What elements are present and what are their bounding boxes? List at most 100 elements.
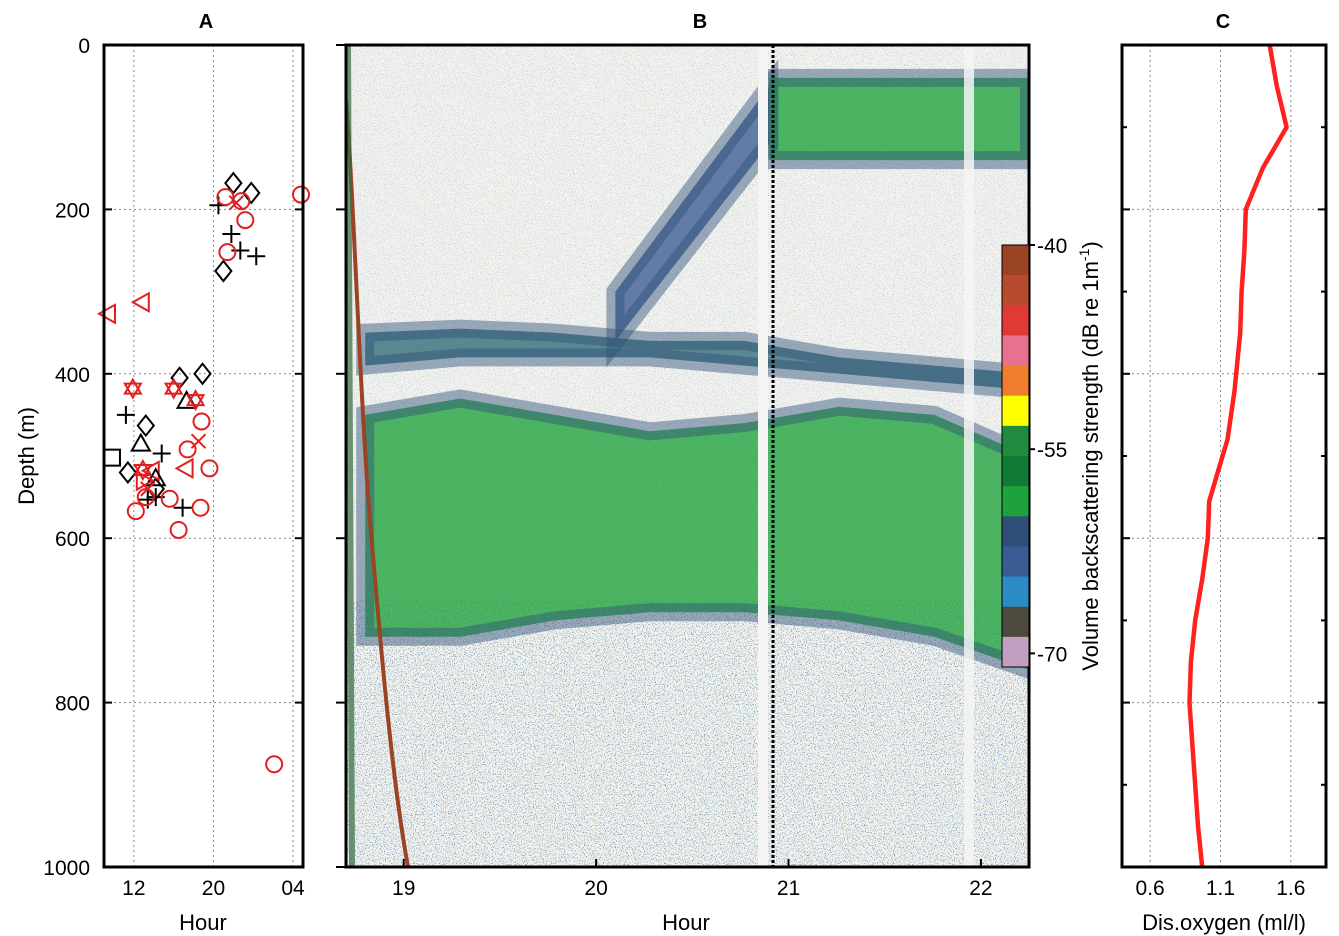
panel-c-x-tick-label: 1.1 xyxy=(1206,877,1235,900)
data-point-diamond xyxy=(193,362,212,386)
panel-a-x-tick-label: 04 xyxy=(281,877,305,900)
data-point-x xyxy=(140,481,156,497)
data-point-circle xyxy=(236,211,255,230)
data-point-plus xyxy=(116,405,135,424)
panel-c-frame xyxy=(1120,43,1328,869)
data-point-circle xyxy=(178,440,197,459)
colorbar-swatch xyxy=(1002,395,1029,427)
colorbar-frame xyxy=(1001,244,1030,668)
colorbar-swatch xyxy=(1002,576,1029,608)
panel-b-x-tick-label: 20 xyxy=(584,877,607,900)
colorbar-tick-label: -40 xyxy=(1037,235,1067,258)
panel-a-y-tick-label: 800 xyxy=(55,693,90,716)
data-point-plus xyxy=(152,444,171,463)
colorbar-swatch xyxy=(1002,365,1029,397)
panel-b-x-tick-label: 21 xyxy=(777,877,800,900)
colorbar-swatch xyxy=(1002,245,1029,276)
panel-a-ticks: 12 20 04 0 200 400 600 800 1000 xyxy=(43,35,305,900)
data-point-circle xyxy=(200,459,219,478)
colorbar-tick-label: -55 xyxy=(1037,439,1067,462)
data-point-plus xyxy=(247,247,266,266)
data-point-diamond xyxy=(136,413,156,438)
data-point-circle xyxy=(192,412,211,431)
panel-c-x-tick-label: 1.6 xyxy=(1276,877,1305,900)
colorbar-label-main: Volume backscattering strength (dB re 1m xyxy=(1078,261,1103,671)
panel-c-grid xyxy=(1122,45,1326,867)
oxygen-profile-line xyxy=(1187,44,1289,868)
panel-a-x-tick-label: 20 xyxy=(202,877,225,900)
panel-a-y-tick-label: 400 xyxy=(55,364,90,387)
panel-b-ticks: 19 20 21 22 xyxy=(336,44,993,900)
panel-a-points xyxy=(96,171,311,774)
colorbar-label-sup: -1 xyxy=(1076,248,1092,261)
echogram-upper-layer xyxy=(365,328,1029,391)
data-point-plus xyxy=(222,225,241,244)
colorbar-swatch xyxy=(1002,335,1029,367)
panel-b-x-tick-label: 19 xyxy=(392,877,415,900)
data-point-x xyxy=(190,433,207,449)
echogram-noise-deep xyxy=(346,600,1029,867)
panel-a-y-tick-label: 600 xyxy=(55,528,90,551)
data-point-triangle-left xyxy=(130,291,150,313)
data-point-star xyxy=(185,389,206,407)
panel-a-x-tick-label: 12 xyxy=(122,877,145,900)
colorbar-swatch xyxy=(1002,486,1029,517)
data-point-square xyxy=(102,448,121,467)
echogram-migrating-band xyxy=(615,86,770,341)
echogram-surface-layer xyxy=(769,77,1029,161)
data-point-triangle-left xyxy=(174,457,194,480)
echogram-gap-line-2 xyxy=(964,45,974,867)
colorbar-swatch xyxy=(1002,305,1029,336)
data-point-plus xyxy=(173,498,192,517)
colorbar-tick-label: -70 xyxy=(1037,643,1067,666)
panel-b-x-tick-label: 22 xyxy=(969,877,992,900)
data-point-diamond xyxy=(241,181,261,205)
panel-a-x-label: Hour xyxy=(179,910,227,935)
data-point-circle xyxy=(292,185,311,204)
data-point-diamond xyxy=(214,259,233,283)
data-point-circle xyxy=(169,520,188,539)
data-point-circle xyxy=(218,243,237,262)
data-point-star xyxy=(185,394,206,412)
colorbar-swatch xyxy=(1002,606,1029,638)
echogram-upper-layer-halo xyxy=(356,319,1029,400)
data-point-circle xyxy=(136,488,155,507)
data-point-triangle-up xyxy=(145,467,167,487)
echogram-bottom-trace xyxy=(346,99,410,867)
data-point-star xyxy=(123,377,143,395)
colorbar-swatch xyxy=(1002,636,1029,668)
data-point-triangle-up xyxy=(130,432,152,452)
panel-b-label: B xyxy=(693,11,707,33)
data-point-diamond xyxy=(118,460,138,485)
panel-c-ticks: 0.6 1.1 1.6 xyxy=(1122,44,1326,900)
colorbar-swatch xyxy=(1002,425,1029,457)
data-point-star xyxy=(163,377,184,395)
data-point-star xyxy=(163,382,184,400)
colorbar-swatch xyxy=(1002,456,1029,487)
data-point-circle xyxy=(160,489,179,508)
panel-a: A 12 20 04 0 200 400 600 800 1000 Hour Depth (m) xyxy=(14,11,311,935)
panel-a-frame xyxy=(102,43,305,869)
panel-a-y-tick-label: 0 xyxy=(78,35,90,58)
data-point-triangle-right xyxy=(135,469,155,492)
colorbar-label: Volume backscattering strength (dB re 1m… xyxy=(1076,241,1103,670)
data-point-circle xyxy=(191,498,210,517)
panel-b: B 19 20 21 22 Hour -40 -55 -70 Volume backsca… xyxy=(336,11,1103,935)
echogram-gap-line xyxy=(758,45,768,867)
panel-c-x-tick-label: 0.6 xyxy=(1136,877,1165,900)
panel-c-label: C xyxy=(1216,11,1230,33)
colorbar-ticks: -40 -55 -70 xyxy=(1029,235,1067,666)
panel-b-x-label: Hour xyxy=(662,910,710,935)
colorbar-swatch xyxy=(1002,546,1029,578)
data-point-diamond xyxy=(170,366,189,390)
colorbar xyxy=(1001,244,1030,668)
echogram-left-trace xyxy=(346,45,355,867)
panel-c-x-label: Dis.oxygen (ml/l) xyxy=(1142,910,1306,935)
panel-a-label: A xyxy=(199,11,213,33)
data-point-star xyxy=(123,382,143,400)
data-point-triangle-left xyxy=(96,303,116,325)
data-point-circle xyxy=(265,755,284,774)
panel-c: C 0.6 1.1 1.6 Dis.oxygen (ml/l) xyxy=(1120,11,1328,935)
panel-a-y-tick-label: 1000 xyxy=(43,857,90,880)
panel-a-y-label: Depth (m) xyxy=(14,407,39,505)
